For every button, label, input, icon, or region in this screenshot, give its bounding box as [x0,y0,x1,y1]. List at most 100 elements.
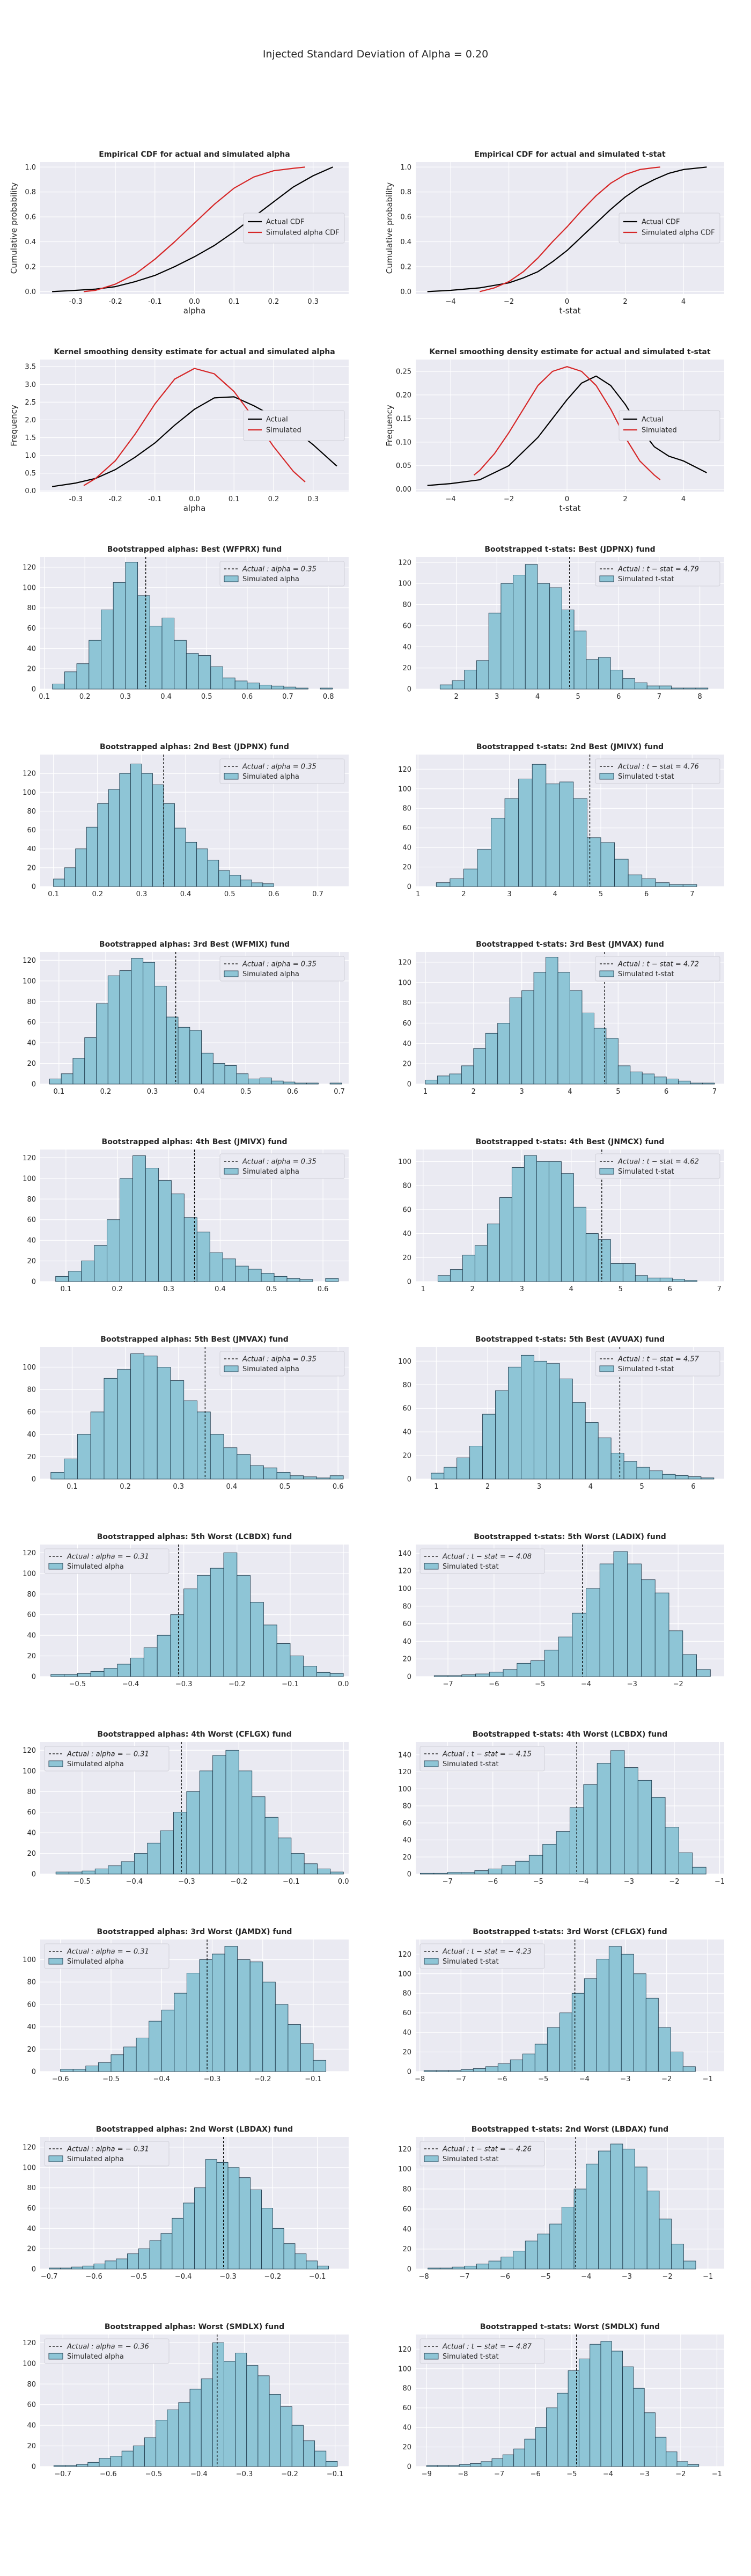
histogram-bar [449,1073,462,1085]
chart-title: Bootstrapped t-stats: 3rd Worst (CFLGX) … [473,1928,667,1936]
histogram-bar [123,2046,137,2072]
histogram-bar [223,677,235,690]
x-tick-label: −0.4 [153,2075,170,2083]
y-tick-label: 100 [23,1364,36,1372]
legend-swatch-bar [224,970,239,977]
histogram-bar [152,784,164,887]
y-tick-label: 120 [23,1549,36,1557]
x-tick-label: 0.3 [136,890,148,898]
histogram-bar [87,2462,100,2467]
x-tick-label: 0.0 [189,495,200,503]
histogram-bar [173,1812,187,1875]
y-tick-label: 60 [27,1216,36,1224]
histogram-bar [542,1844,557,1875]
histogram-bar [107,1219,120,1282]
histogram-bar [317,2265,329,2270]
histogram-bar [210,1434,224,1480]
x-tick-label: −0.1 [327,2470,344,2478]
histogram-bar [666,2451,678,2467]
x-tick-label: 2 [454,693,459,701]
x-tick-label: −7 [443,1680,453,1688]
y-tick-label: 100 [398,979,411,987]
histogram-bar [561,1173,574,1282]
subplot-1: 0.0 0.2 0.4 0.6 0.8 1.0 -0.3 -0.2 -0.1 0.0 0.1 0.2 0… [9,150,349,316]
histogram-bar [158,1180,172,1282]
x-tick-label: −7 [443,1878,453,1886]
y-tick-label: 80 [27,1196,36,1204]
y-tick-label: 20 [27,1060,36,1068]
y-tick-label: 100 [398,785,411,793]
histogram-bar [450,878,464,887]
y-tick-label: 0 [407,1081,411,1089]
histogram-bars [433,1551,711,1677]
histogram-bar [671,2243,684,2270]
legend-entry: Actual [642,416,664,424]
histogram-bar [586,2163,599,2270]
legend-box [44,1943,170,1969]
histogram-bar [596,1958,609,2072]
histogram-bar [572,1402,586,1480]
x-tick-label: 0.7 [282,693,293,701]
histogram-bar [174,828,186,887]
histogram-bar [598,1239,611,1282]
y-tick-label: 80 [402,999,411,1007]
x-tick-label: −0.2 [264,2273,282,2281]
y-tick-label: 40 [402,1638,411,1646]
y-tick-label: 60 [27,826,36,835]
x-tick-label: −0.5 [69,1680,86,1688]
histogram-bar [262,883,274,887]
x-tick-label: 1 [423,1088,428,1096]
x-tick-label: 4 [588,1483,593,1491]
x-tick-label: −7 [494,2470,504,2478]
legend: Actual : alpha = − 0.31 Simulated alpha [44,1548,170,1574]
x-tick-label: −7 [459,2273,469,2281]
legend-entry-actual: Actual : alpha = 0.35 [242,566,316,574]
histogram-bar [171,1194,185,1282]
y-tick-label: 0 [32,1278,36,1286]
histogram-bar [690,1082,703,1085]
histogram-bar [485,2066,498,2072]
x-tick-label: −5 [538,2075,548,2083]
histogram-bar [524,1155,537,1282]
x-tick-label: 0.3 [120,693,131,701]
histogram-bar [174,1993,187,2072]
histogram-bars [53,2342,338,2467]
histogram-bar [495,1390,509,1480]
x-tick-label: 5 [599,890,603,898]
histogram-bar [491,2458,503,2467]
histogram-bar [117,1664,131,1677]
chart-title: Kernel smoothing density estimate for ac… [429,348,711,356]
histogram-bar [491,817,505,887]
histogram-bar [585,1233,599,1282]
histogram-bar [547,2027,560,2072]
histogram-bar [469,1446,483,1480]
legend-swatch-bar [48,1760,63,1767]
histogram-bar [508,1366,521,1480]
chart-title: Bootstrapped t-stats: 5th Worst (LADIX) … [474,1533,666,1541]
histogram-bar [431,1473,445,1480]
legend-entry-actual: Actual : alpha = − 0.36 [67,2343,149,2351]
y-tick-label: 80 [402,1803,411,1811]
histogram-bar [98,2062,112,2072]
histogram-bar [121,2450,134,2467]
chart-title: Bootstrapped alphas: 5th Worst (LCBDX) f… [97,1533,292,1541]
histogram-bar [235,1265,249,1282]
y-tick-label: 120 [398,958,411,967]
histogram-bar [687,2464,700,2467]
histogram-bars [439,564,709,690]
histogram-bar [535,2427,547,2467]
y-tick-label: 60 [27,2205,36,2213]
x-tick-label: 0.5 [240,1088,252,1096]
x-tick-label: −0.2 [231,1878,248,1886]
y-tick-label: 100 [23,2164,36,2172]
histogram-bar [224,1946,238,2072]
histogram-bar [461,1872,475,1875]
legend-box [419,2141,545,2167]
x-tick-label: -0.3 [69,298,83,306]
histogram-bar [64,1674,78,1677]
histogram-bar [665,1827,679,1875]
